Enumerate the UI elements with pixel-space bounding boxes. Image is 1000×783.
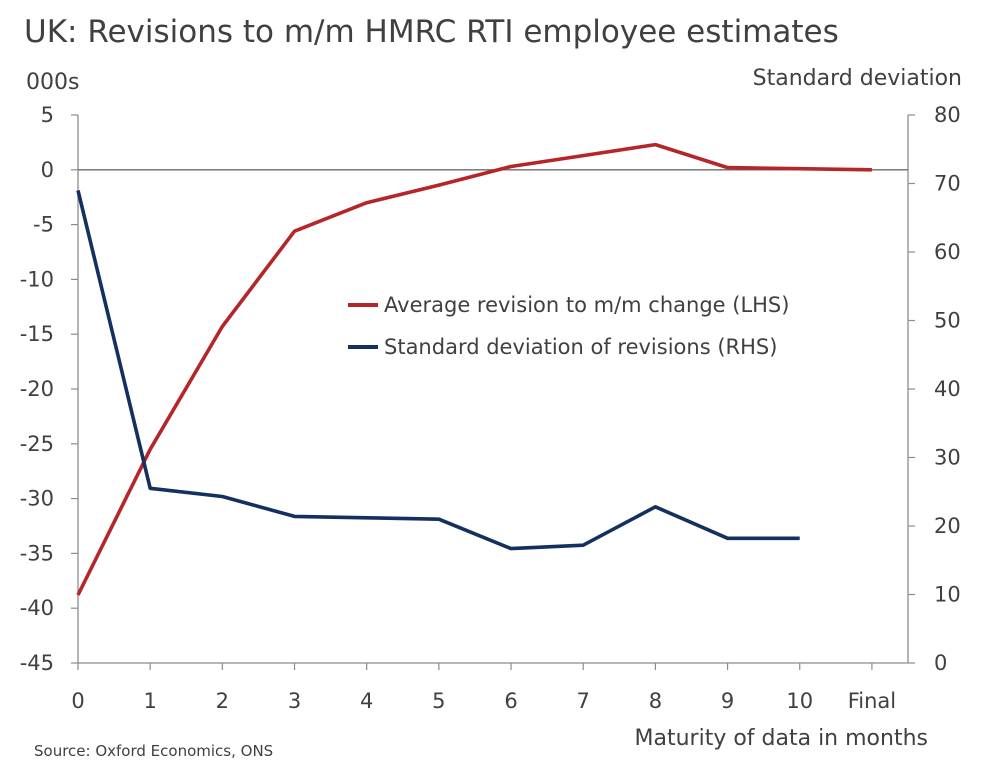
legend-label-standard-deviation: Standard deviation of revisions (RHS) bbox=[384, 335, 778, 359]
series-line-standard-deviation bbox=[76, 189, 800, 551]
x-tick-label: 1 bbox=[143, 689, 156, 713]
right-tick-label: 20 bbox=[934, 514, 961, 538]
right-tick-label: 50 bbox=[934, 309, 961, 333]
right-axis-unit: Standard deviation bbox=[752, 66, 962, 91]
left-tick-label: -40 bbox=[20, 596, 54, 620]
legend-item-average-revision: Average revision to m/m change (LHS) bbox=[348, 284, 789, 326]
x-tick-label: 9 bbox=[721, 689, 734, 713]
left-tick-label: -25 bbox=[20, 432, 54, 456]
x-tick-label: 7 bbox=[577, 689, 590, 713]
x-tick-label: 10 bbox=[786, 689, 813, 713]
right-tick-label: 30 bbox=[934, 446, 961, 470]
left-tick-label: -5 bbox=[33, 213, 54, 237]
x-tick-label: Final bbox=[848, 689, 896, 713]
left-tick-label: 5 bbox=[41, 103, 54, 127]
series-line-average-revision bbox=[76, 142, 872, 596]
x-tick-label: 8 bbox=[649, 689, 662, 713]
source-note: Source: Oxford Economics, ONS bbox=[34, 742, 274, 760]
left-tick-label: -45 bbox=[20, 651, 54, 675]
left-tick-label: -35 bbox=[20, 541, 54, 565]
right-tick-label: 60 bbox=[934, 240, 961, 264]
x-tick-label: 6 bbox=[504, 689, 517, 713]
x-tick-label: 0 bbox=[71, 689, 84, 713]
legend-swatch-standard-deviation bbox=[348, 345, 378, 349]
x-tick-label: 4 bbox=[360, 689, 373, 713]
x-axis-title: Maturity of data in months bbox=[634, 726, 929, 751]
right-tick-label: 10 bbox=[934, 583, 961, 607]
left-tick-label: -10 bbox=[20, 267, 54, 291]
chart-title: UK: Revisions to m/m HMRC RTI employee e… bbox=[24, 14, 839, 50]
x-tick-label: 2 bbox=[216, 689, 229, 713]
left-tick-label: 0 bbox=[41, 158, 54, 182]
left-tick-label: -30 bbox=[20, 487, 54, 511]
right-tick-label: 70 bbox=[934, 172, 961, 196]
x-tick-label: 5 bbox=[432, 689, 445, 713]
left-tick-label: -20 bbox=[20, 377, 54, 401]
legend-label-average-revision: Average revision to m/m change (LHS) bbox=[384, 293, 790, 317]
left-axis-unit: 000s bbox=[26, 70, 80, 95]
legend: Average revision to m/m change (LHS) Sta… bbox=[348, 284, 789, 368]
right-tick-label: 40 bbox=[934, 377, 961, 401]
left-tick-label: -15 bbox=[20, 322, 54, 346]
legend-swatch-average-revision bbox=[348, 303, 378, 307]
x-tick-label: 3 bbox=[288, 689, 301, 713]
right-tick-label: 0 bbox=[934, 651, 947, 675]
right-tick-label: 80 bbox=[934, 103, 961, 127]
legend-item-standard-deviation: Standard deviation of revisions (RHS) bbox=[348, 326, 789, 368]
